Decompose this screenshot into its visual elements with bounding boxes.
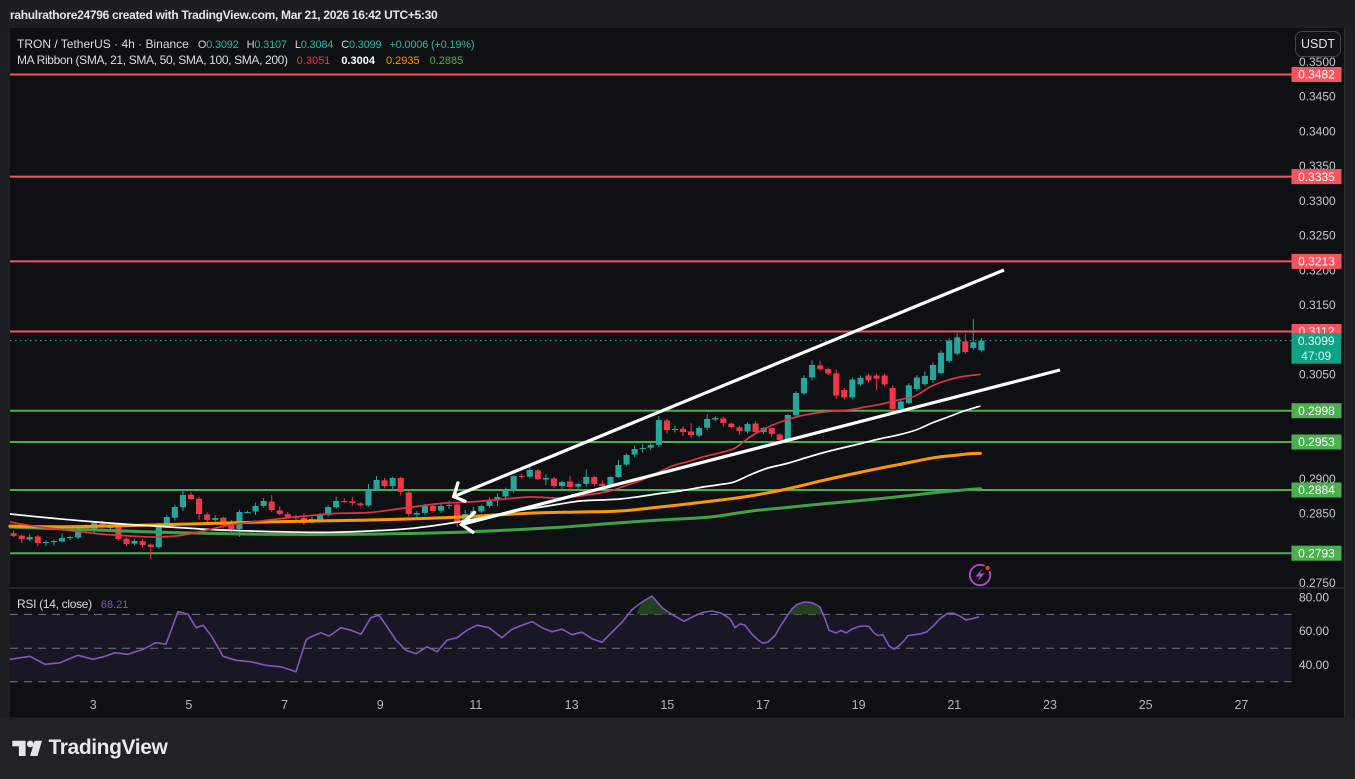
svg-text:0.3450: 0.3450 <box>1299 90 1336 104</box>
svg-text:80.00: 80.00 <box>1299 590 1329 604</box>
svg-text:0.2998: 0.2998 <box>1298 404 1335 418</box>
svg-text:0.3099: 0.3099 <box>1298 334 1335 348</box>
svg-text:3: 3 <box>90 698 97 712</box>
svg-text:13: 13 <box>565 698 579 712</box>
svg-text:0.3400: 0.3400 <box>1299 125 1336 139</box>
svg-text:0.3300: 0.3300 <box>1299 194 1336 208</box>
svg-text:23: 23 <box>1043 698 1057 712</box>
svg-text:0.3150: 0.3150 <box>1299 298 1336 312</box>
svg-text:60.00: 60.00 <box>1299 624 1329 638</box>
svg-text:0.2900: 0.2900 <box>1299 472 1336 486</box>
svg-text:0.3500: 0.3500 <box>1299 55 1336 69</box>
svg-text:0.3250: 0.3250 <box>1299 229 1336 243</box>
svg-text:19: 19 <box>852 698 866 712</box>
svg-text:0.2793: 0.2793 <box>1298 546 1335 560</box>
svg-text:0.2850: 0.2850 <box>1299 507 1336 521</box>
svg-text:0.2750: 0.2750 <box>1299 576 1336 590</box>
svg-text:0.2884: 0.2884 <box>1298 483 1335 497</box>
svg-text:25: 25 <box>1139 698 1153 712</box>
svg-text:0.2953: 0.2953 <box>1298 435 1335 449</box>
svg-text:0.3482: 0.3482 <box>1298 68 1335 82</box>
svg-text:40.00: 40.00 <box>1299 658 1329 672</box>
svg-text:0.3050: 0.3050 <box>1299 368 1336 382</box>
svg-text:17: 17 <box>756 698 770 712</box>
svg-text:21: 21 <box>947 698 961 712</box>
svg-text:15: 15 <box>660 698 674 712</box>
svg-text:9: 9 <box>377 698 384 712</box>
svg-text:7: 7 <box>281 698 288 712</box>
svg-text:47:09: 47:09 <box>1301 349 1331 363</box>
svg-text:5: 5 <box>185 698 192 712</box>
svg-text:0.3213: 0.3213 <box>1298 255 1335 269</box>
svg-text:27: 27 <box>1234 698 1248 712</box>
svg-text:11: 11 <box>469 698 482 712</box>
svg-text:0.3335: 0.3335 <box>1298 170 1335 184</box>
